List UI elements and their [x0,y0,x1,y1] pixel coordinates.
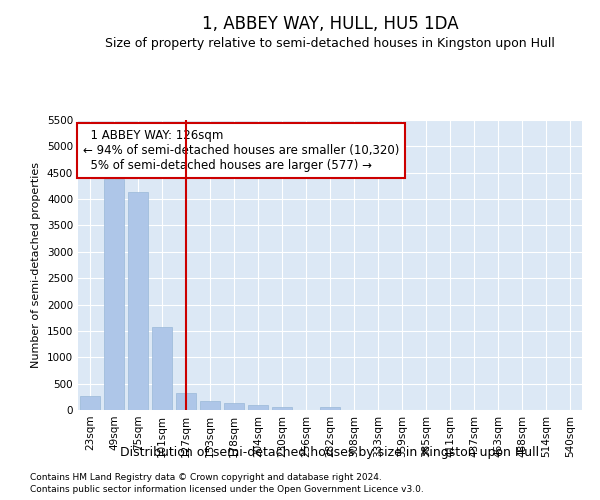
Text: Distribution of semi-detached houses by size in Kingston upon Hull: Distribution of semi-detached houses by … [121,446,539,459]
Bar [200,400,220,410]
Y-axis label: Number of semi-detached properties: Number of semi-detached properties [31,162,41,368]
Bar [320,408,340,410]
Text: 1 ABBEY WAY: 126sqm
← 94% of semi-detached houses are smaller (10,320)
  5% of s: 1 ABBEY WAY: 126sqm ← 94% of semi-detach… [83,128,400,172]
Bar [152,327,172,410]
Bar [80,396,100,410]
Text: Contains HM Land Registry data © Crown copyright and database right 2024.: Contains HM Land Registry data © Crown c… [30,473,382,482]
Bar [248,404,268,410]
Bar [104,179,124,410]
Bar [128,192,148,410]
Bar [272,407,292,410]
Text: Contains public sector information licensed under the Open Government Licence v3: Contains public sector information licen… [30,486,424,494]
Text: Size of property relative to semi-detached houses in Kingston upon Hull: Size of property relative to semi-detach… [105,38,555,51]
Bar [224,402,244,410]
Bar [176,392,196,410]
Text: 1, ABBEY WAY, HULL, HU5 1DA: 1, ABBEY WAY, HULL, HU5 1DA [202,15,458,33]
